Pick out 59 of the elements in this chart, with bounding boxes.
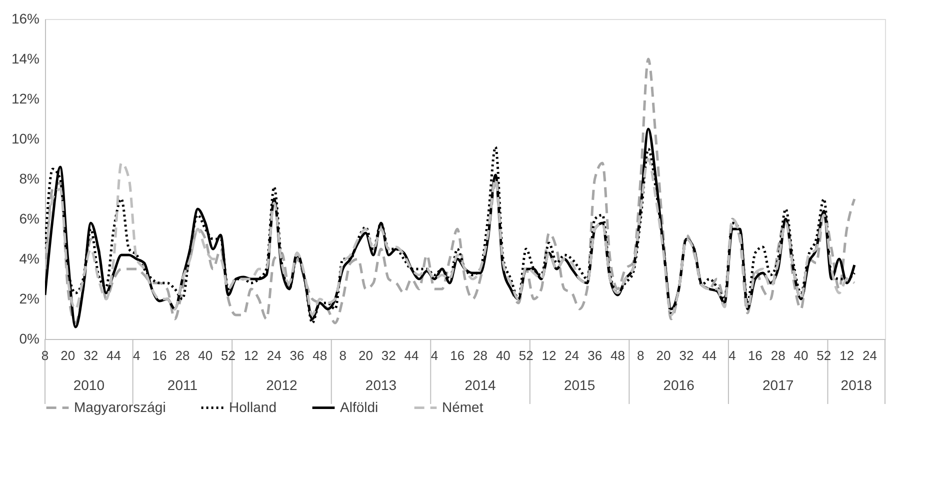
legend-label: Magyarországi [74, 398, 166, 415]
x-tick-label: 28 [473, 348, 488, 363]
y-tick-label: 14% [11, 50, 40, 66]
text: 2016 [663, 377, 695, 393]
legend-label: Német [442, 398, 484, 415]
text: 2014 [464, 377, 496, 393]
x-tick-label: 44 [106, 348, 121, 363]
x-tick-label: 28 [175, 348, 190, 363]
legend-label: Alföldi [340, 398, 378, 415]
y-tick-label: 12% [11, 90, 40, 106]
y-tick-label: 10% [11, 130, 40, 146]
x-tick-label: 12 [840, 348, 854, 363]
y-tick-label: 2% [19, 290, 40, 306]
x-tick-label: 20 [656, 348, 671, 363]
x-tick-label: 4 [133, 348, 140, 363]
x-tick-label: 20 [60, 348, 76, 363]
x-tick-label: 16 [152, 348, 167, 363]
x-tick-label: 8 [339, 348, 346, 363]
x-tick-label: 52 [518, 348, 534, 363]
x-tick-label: 48 [312, 348, 328, 363]
y-tick-label: 16% [11, 10, 40, 26]
x-tick-label: 32 [84, 348, 98, 363]
x-tick-label: 24 [564, 348, 580, 363]
x-tick-label: 16 [748, 348, 762, 363]
x-tick-label: 8 [637, 348, 644, 363]
x-tick-label: 12 [542, 348, 556, 363]
x-tick-label: 52 [221, 348, 236, 363]
x-tick-label: 40 [198, 348, 213, 363]
text: 2018 [840, 377, 872, 393]
text: 2017 [762, 377, 794, 393]
text: 2011 [167, 377, 198, 393]
y-tick-label: 0% [19, 330, 40, 346]
y-tick-label: 8% [19, 170, 40, 186]
x-tick-label: 44 [702, 348, 717, 363]
y-tick-label: 4% [19, 250, 40, 266]
x-tick-label: 4 [430, 348, 438, 363]
text: 2012 [266, 377, 298, 393]
text: 2015 [564, 377, 596, 393]
x-tick-label: 48 [610, 348, 625, 363]
x-tick-label: 36 [290, 348, 304, 363]
x-tick-label: 16 [450, 348, 465, 363]
x-tick-label: 24 [862, 348, 877, 363]
y-tick-label: 6% [19, 210, 40, 226]
legend-label: Holland [229, 398, 276, 415]
x-tick-label: 12 [244, 348, 258, 363]
x-tick-label: 40 [496, 348, 510, 363]
text: 2010 [73, 377, 105, 393]
x-tick-label: 36 [588, 348, 602, 363]
x-tick-label: 44 [404, 348, 419, 363]
x-tick-label: 52 [816, 348, 832, 363]
x-tick-label: 40 [794, 348, 808, 363]
x-tick-label: 20 [358, 348, 373, 363]
x-tick-label: 4 [728, 348, 736, 363]
x-tick-label: 8 [41, 348, 49, 363]
x-tick-label: 28 [770, 348, 786, 363]
x-tick-label: 32 [381, 348, 396, 363]
text: 2013 [365, 377, 397, 393]
x-tick-label: 32 [679, 348, 694, 363]
x-tick-label: 24 [266, 348, 282, 363]
